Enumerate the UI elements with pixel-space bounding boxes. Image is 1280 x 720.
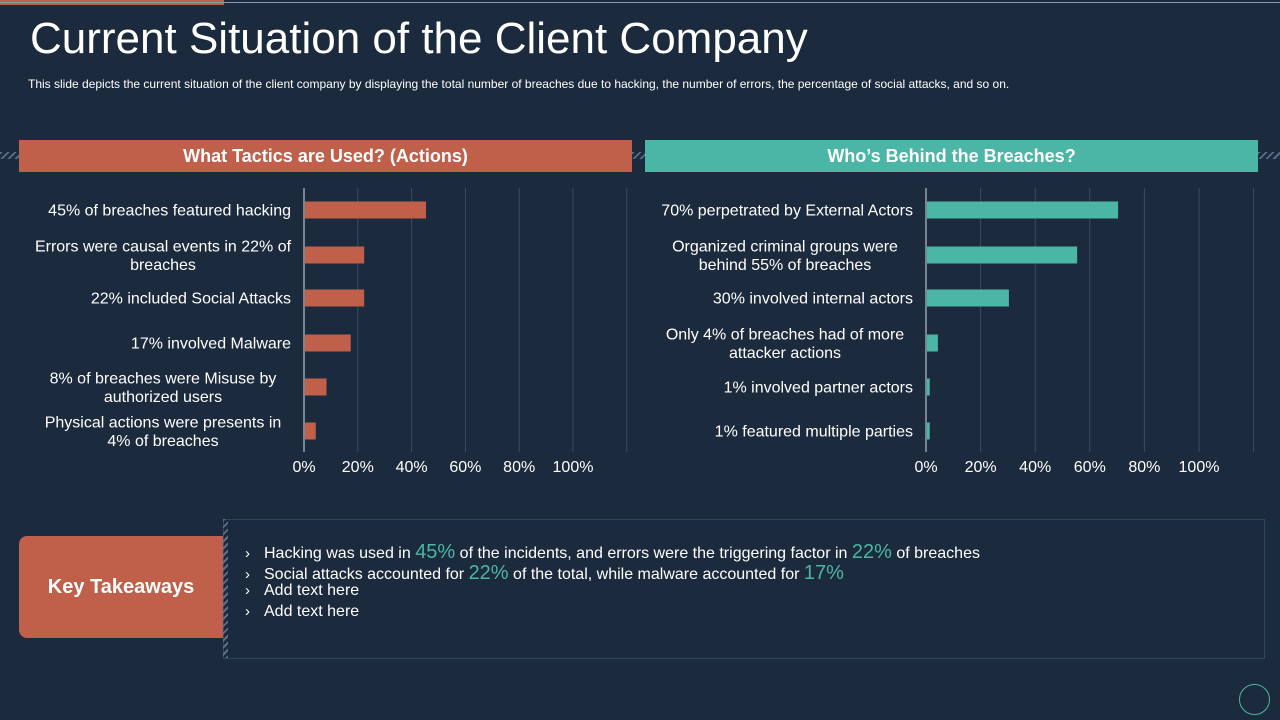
actors-tick-label: 60% <box>1074 459 1106 476</box>
takeaway-text: Add text here <box>264 602 360 620</box>
bullet-chevron-icon: › <box>245 565 250 583</box>
tactics-bar-chart: 0% 20% 40% 60% 80% 100% 45% of breaches featur… <box>35 188 628 476</box>
corner-circle-decoration <box>1239 684 1270 715</box>
takeaway-text: Hacking was used in <box>264 545 416 562</box>
bullet-chevron-icon: › <box>245 602 250 620</box>
actors-category-label: attacker actions <box>729 345 841 362</box>
takeaway-item: › Add text here <box>245 582 1245 603</box>
actors-bar <box>927 289 1009 307</box>
tactics-tick-label: 20% <box>342 459 374 476</box>
takeaway-item: › Add text here <box>245 603 1245 624</box>
takeaway-text: Social attacks accounted for <box>264 565 469 583</box>
tactics-category-label: breaches <box>130 257 196 274</box>
takeaway-text: Add text here <box>264 582 360 599</box>
tactics-tick-label: 100% <box>553 459 594 476</box>
slide-title: Current Situation of the Client Company <box>30 14 808 63</box>
actors-tick-label: 80% <box>1128 459 1160 476</box>
actors-tick-label: 20% <box>965 459 997 476</box>
actors-category-label: Only 4% of breaches had of more <box>666 326 904 343</box>
takeaways-list: › Hacking was used in 45% of the incident… <box>245 541 1245 623</box>
key-takeaways-label: Key Takeaways <box>19 536 223 638</box>
takeaway-text: of the total, while malware accounted fo… <box>508 565 804 583</box>
tactics-tick-label: 40% <box>396 459 428 476</box>
tactics-tick-label: 60% <box>449 459 481 476</box>
tactics-category-label: 17% involved Malware <box>131 336 291 353</box>
tactics-category-label: authorized users <box>104 389 222 406</box>
tactics-category-label: 22% included Social Attacks <box>91 291 291 308</box>
tactics-bar <box>305 246 365 264</box>
right-hatch-decoration <box>1258 152 1280 159</box>
takeaway-item: › Social attacks accounted for 22% of the… <box>245 561 1245 584</box>
takeaways-stripe-decoration <box>223 519 228 658</box>
tactics-category-label: 8% of breaches were Misuse by <box>50 370 277 387</box>
takeaway-highlight: 22% <box>468 561 509 584</box>
tactics-category-label: Physical actions were presents in <box>45 414 282 431</box>
actors-category-label: behind 55% of breaches <box>699 257 872 274</box>
tactics-bar <box>305 334 351 352</box>
bullet-chevron-icon: › <box>245 545 250 562</box>
takeaways-panel <box>223 519 1265 659</box>
actors-category-label: 1% involved partner actors <box>724 380 913 397</box>
actors-bar <box>927 201 1119 219</box>
takeaway-highlight: 17% <box>803 561 844 584</box>
takeaway-text: of the incidents, and errors were the tr… <box>455 545 852 562</box>
actors-bar <box>927 246 1078 264</box>
actors-tick-label: 40% <box>1019 459 1051 476</box>
actors-category-label: 70% perpetrated by External Actors <box>661 203 913 220</box>
takeaway-text: of breaches <box>891 545 980 562</box>
takeaway-highlight: 45% <box>415 541 456 563</box>
takeaway-item: › Hacking was used in 45% of the incident… <box>245 541 1245 563</box>
actors-category-label: Organized criminal groups were <box>672 238 898 255</box>
actors-bar <box>927 378 930 396</box>
bullet-chevron-icon: › <box>245 582 250 599</box>
actors-bar <box>927 422 930 440</box>
left-hatch-decoration <box>0 152 19 159</box>
tactics-tick-label: 0% <box>292 459 315 476</box>
actors-category-label: 30% involved internal actors <box>713 291 913 308</box>
slide-subtitle: This slide depicts the current situation… <box>28 77 1010 91</box>
actors-tick-label: 100% <box>1179 459 1220 476</box>
actors-tick-label: 0% <box>914 459 937 476</box>
tactics-category-label: Errors were causal events in 22% of <box>35 238 292 255</box>
actors-bar-chart: 0% 20% 40% 60% 80% 100% 70% perpetrated by Ext… <box>661 188 1255 476</box>
tactics-bar <box>305 422 316 440</box>
actors-category-label: 1% featured multiple parties <box>715 424 913 441</box>
takeaway-highlight: 22% <box>851 541 892 563</box>
tactics-category-label: 45% of breaches featured hacking <box>48 203 291 220</box>
tactics-bar <box>305 378 327 396</box>
tactics-tick-label: 80% <box>503 459 535 476</box>
tactics-panel-header: What Tactics are Used? (Actions) <box>19 140 632 172</box>
tactics-bar <box>305 289 365 307</box>
center-hatch-decoration <box>632 152 645 159</box>
actors-panel-header: Who’s Behind the Breaches? <box>645 140 1258 172</box>
top-divider-line <box>0 2 1280 3</box>
tactics-category-label: 4% of breaches <box>107 433 218 450</box>
tactics-bar <box>305 201 427 219</box>
actors-bar <box>927 334 938 352</box>
